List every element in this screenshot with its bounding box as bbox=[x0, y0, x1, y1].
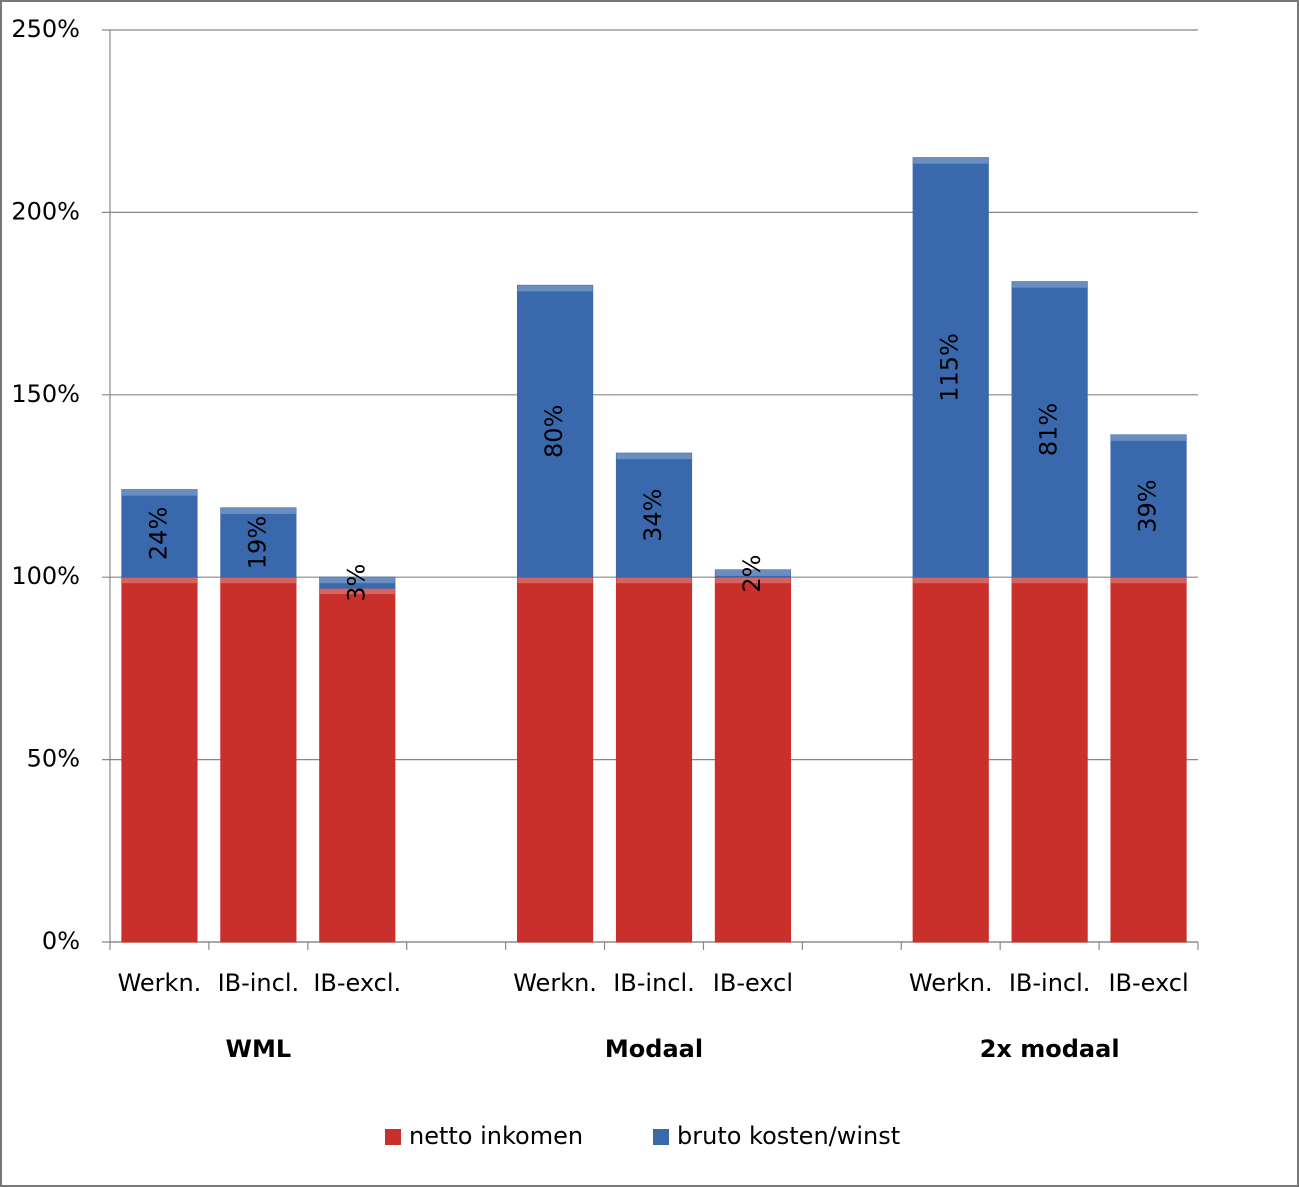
data-label: 115% bbox=[936, 333, 964, 402]
data-label: 19% bbox=[243, 516, 271, 569]
bar-segment bbox=[1011, 281, 1088, 578]
legend-label: bruto kosten/winst bbox=[677, 1122, 900, 1150]
y-tick-label: 150% bbox=[11, 380, 80, 408]
bar-shade bbox=[517, 285, 593, 292]
x-tick-label: IB-excl bbox=[1108, 969, 1188, 997]
bar-segment bbox=[517, 576, 594, 943]
bar-segment bbox=[1110, 434, 1187, 578]
group-label: 2x modaal bbox=[980, 1035, 1120, 1063]
legend-swatch bbox=[385, 1129, 401, 1145]
bar-segment bbox=[615, 452, 693, 578]
bar-shade bbox=[715, 569, 791, 576]
bar-shade bbox=[1110, 577, 1187, 584]
bar-segment bbox=[220, 507, 297, 578]
bar-shade bbox=[715, 577, 791, 584]
bar-segment bbox=[615, 576, 693, 943]
data-label: 3% bbox=[342, 564, 370, 602]
group-label: Modaal bbox=[605, 1035, 703, 1063]
bar-shade bbox=[616, 453, 692, 460]
bar-shade bbox=[319, 577, 395, 584]
bar-segment bbox=[1110, 576, 1187, 943]
bar-segment bbox=[714, 569, 791, 578]
x-tick-label: IB-incl. bbox=[218, 969, 300, 997]
data-label: 81% bbox=[1035, 403, 1063, 456]
x-tick-label: IB-incl. bbox=[1009, 969, 1091, 997]
bar-segment bbox=[220, 576, 297, 943]
legend-label: netto inkomen bbox=[409, 1122, 583, 1150]
bar-segment bbox=[912, 157, 989, 578]
bar-segment bbox=[319, 576, 396, 589]
y-tick-label: 100% bbox=[11, 562, 80, 590]
bar-shade bbox=[220, 507, 296, 514]
bar-shade bbox=[121, 489, 198, 496]
data-label: 24% bbox=[144, 507, 172, 560]
y-tick-label: 200% bbox=[11, 197, 80, 225]
bar-shade bbox=[616, 577, 692, 584]
y-tick-label: 0% bbox=[42, 927, 80, 955]
y-tick-label: 50% bbox=[27, 745, 80, 773]
bar-segment bbox=[1011, 576, 1088, 943]
data-label: 39% bbox=[1134, 479, 1162, 532]
bar-segment bbox=[912, 576, 989, 943]
x-tick-label: IB-excl. bbox=[313, 969, 401, 997]
x-tick-label: Werkn. bbox=[513, 969, 597, 997]
group-label: WML bbox=[226, 1035, 292, 1063]
data-label: 2% bbox=[738, 555, 766, 593]
legend-swatch bbox=[653, 1129, 669, 1145]
bar-shade bbox=[1012, 281, 1088, 288]
bar-shade bbox=[517, 577, 593, 584]
x-tick-label: Werkn. bbox=[118, 969, 202, 997]
bar-shade bbox=[1012, 577, 1088, 584]
bar-shade bbox=[319, 588, 395, 595]
bar-shade bbox=[1110, 434, 1187, 441]
bar-segment bbox=[319, 587, 396, 943]
x-tick-label: Werkn. bbox=[909, 969, 993, 997]
bar-shade bbox=[121, 577, 198, 584]
bar-shade bbox=[220, 577, 296, 584]
bar-segment bbox=[121, 576, 198, 943]
data-label: 80% bbox=[540, 405, 568, 458]
bar-segment bbox=[121, 489, 198, 578]
x-tick-label: IB-incl. bbox=[613, 969, 695, 997]
y-tick-label: 250% bbox=[11, 15, 80, 43]
data-label: 34% bbox=[639, 489, 667, 542]
bar-segment bbox=[517, 284, 594, 578]
x-tick-label: IB-excl bbox=[713, 969, 793, 997]
bar-shade bbox=[913, 577, 989, 584]
bar-segment bbox=[714, 576, 791, 943]
bar-shade bbox=[913, 157, 989, 164]
